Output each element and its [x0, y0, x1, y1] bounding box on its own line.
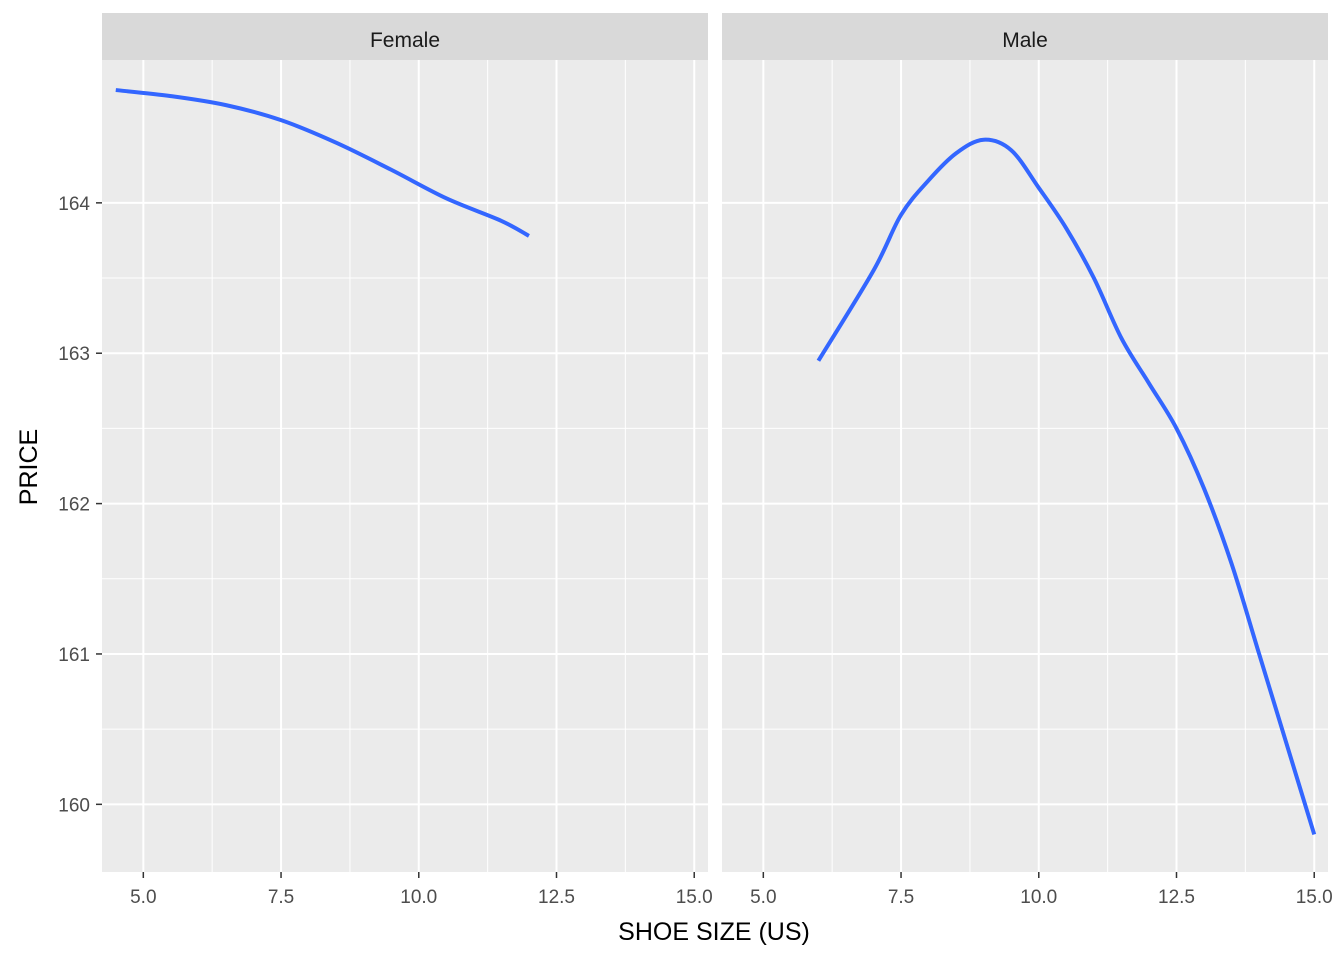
facet-strip — [102, 13, 708, 60]
x-tick-label: 7.5 — [268, 887, 294, 908]
y-tick-label: 162 — [58, 495, 90, 516]
x-tick-label: 15.0 — [1296, 887, 1333, 908]
facet-male: Male 5.0 7.5 10.0 12.5 15.0 — [722, 13, 1333, 908]
y-axis-title: PRICE — [15, 429, 43, 505]
y-tick-label: 161 — [58, 645, 90, 666]
x-tick-label: 15.0 — [676, 887, 713, 908]
x-tick-label: 12.5 — [1158, 887, 1195, 908]
y-tick-label: 163 — [58, 344, 90, 365]
series-line-male — [816, 137, 1317, 835]
y-tick-label: 164 — [58, 194, 90, 215]
x-tick-label: 10.0 — [1020, 887, 1057, 908]
facet-female: Female 5.0 7.5 10.0 12.5 15.0 — [102, 13, 713, 908]
y-axis: 160 161 162 163 164 — [58, 194, 102, 816]
x-tick-label: 7.5 — [888, 887, 914, 908]
x-tick-label: 10.0 — [400, 887, 437, 908]
series-line-female — [115, 88, 530, 238]
x-tick-label: 12.5 — [538, 887, 575, 908]
panel-background — [722, 60, 1328, 872]
facet-strip-label: Male — [1002, 29, 1048, 52]
x-tick-label: 5.0 — [750, 887, 776, 908]
y-tick-label: 160 — [58, 795, 90, 816]
x-tick-label: 5.0 — [130, 887, 156, 908]
x-axis-title: SHOE SIZE (US) — [618, 918, 810, 946]
panel-background — [102, 60, 708, 872]
panels-layer: Female 5.0 7.5 10.0 12.5 15.0 Male 5.0 7.5 10.0 12… — [102, 13, 1333, 908]
facet-strip — [722, 13, 1328, 60]
facet-strip-label: Female — [370, 29, 440, 52]
